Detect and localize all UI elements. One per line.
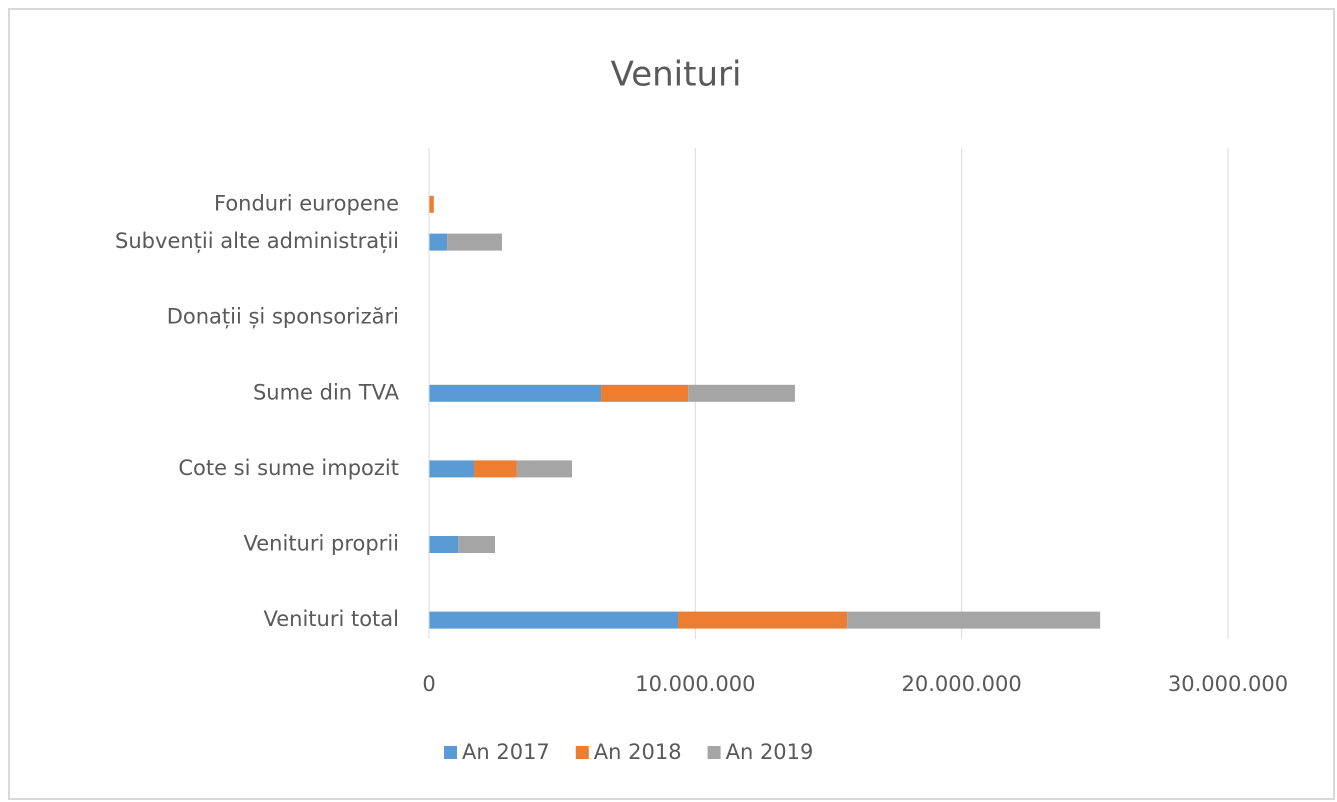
x-tick-label: 30.000.000: [1168, 672, 1288, 696]
chart-frame: [8, 8, 1335, 800]
y-tick-label: Subvenții alte administrații: [115, 229, 399, 253]
bar: [601, 384, 689, 402]
bar: [429, 536, 459, 553]
bar: [458, 536, 496, 553]
y-tick-label: Venituri total: [263, 607, 399, 631]
bar: [688, 384, 795, 402]
y-tick-label: Cote si sume impozit: [178, 456, 399, 480]
bar: [678, 611, 848, 629]
legend-label: An 2018: [594, 740, 682, 764]
legend-swatch: [444, 746, 457, 759]
legend-label: An 2019: [726, 740, 814, 764]
legend-label: An 2017: [462, 740, 550, 764]
y-tick-label: Venituri proprii: [244, 532, 399, 556]
bar: [429, 460, 475, 478]
y-tick-label: Fonduri europene: [214, 191, 399, 215]
legend-swatch: [575, 746, 589, 759]
bar: [429, 233, 448, 251]
legend-swatch: [707, 746, 721, 759]
bar: [447, 233, 502, 251]
bar: [429, 384, 602, 402]
bar: [474, 460, 517, 478]
x-tick-label: 20.000.000: [902, 672, 1022, 696]
bar: [516, 460, 573, 478]
bar: [847, 611, 1101, 629]
x-tick-label: 0: [422, 672, 435, 696]
y-tick-label: Donații și sponsorizări: [167, 305, 399, 329]
bar: [429, 611, 679, 629]
y-tick-label: Sume din TVA: [253, 380, 400, 404]
bar: [429, 195, 434, 213]
x-tick-label: 10.000.000: [635, 672, 755, 696]
chart-title: Venituri: [611, 55, 742, 95]
